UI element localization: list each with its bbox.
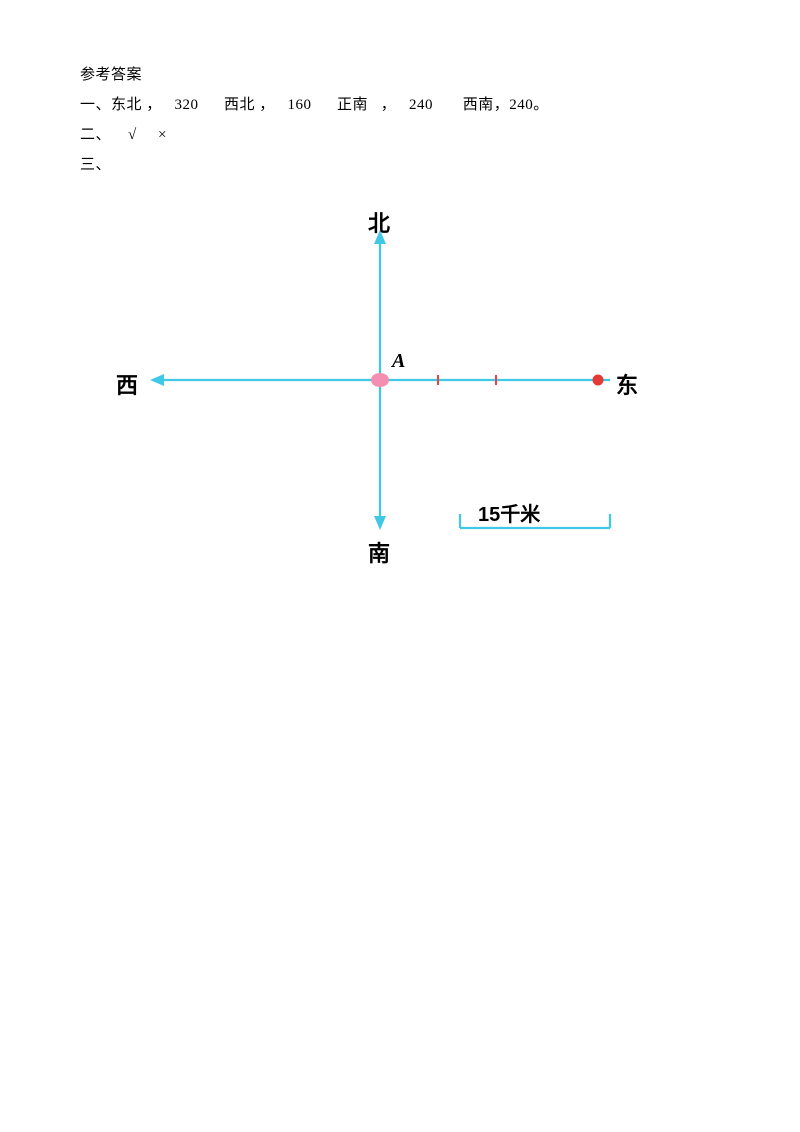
answers-title: 参考答案 [80,60,720,90]
compass-diagram: 北 南 西 东 A 15千米 [80,190,720,610]
answer-line-2: 二、 √ × [80,120,720,150]
point-a-label: A [392,350,405,373]
scale-label: 15千米 [478,498,540,527]
answer-line-3: 三、 [80,150,720,180]
north-label: 北 [368,206,390,238]
south-label: 南 [368,536,390,568]
west-label: 西 [116,368,138,400]
east-label: 东 [616,368,638,400]
compass-svg [80,190,720,610]
answer-line-1: 一、东北 ， 320 西北 ， 160 正南 ， 240 西南，240。 [80,90,720,120]
